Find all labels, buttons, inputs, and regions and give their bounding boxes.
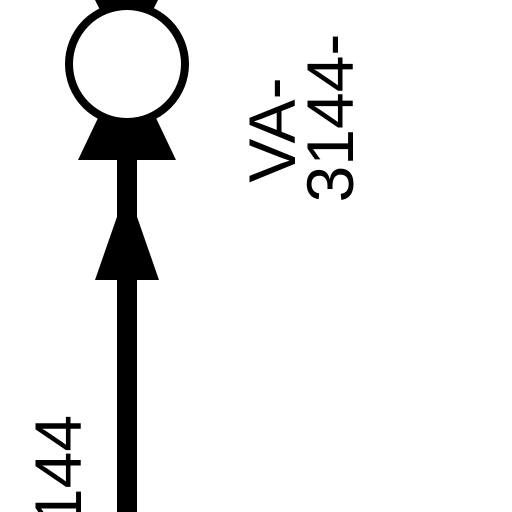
valve-code-line2: 3144- (293, 34, 367, 203)
valve-icon (65, 2, 189, 126)
pipe-code: 144 (21, 415, 95, 512)
process-line (117, 130, 137, 512)
arrow-up-icon (95, 188, 159, 280)
valve-bottom-flange-notch (104, 122, 150, 150)
valve-code-line1: VA- (235, 77, 309, 182)
